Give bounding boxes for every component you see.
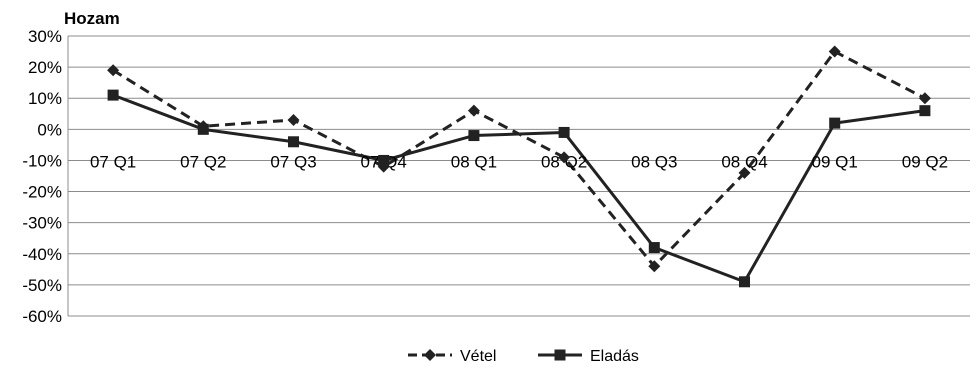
- legend: Vétel Eladás: [408, 348, 639, 365]
- y-tick-label: 10%: [28, 89, 62, 108]
- data-point: [648, 260, 661, 273]
- x-tick-labels: 07 Q1 07 Q2 07 Q3 07 Q4 08 Q1 08 Q2 08 Q3 08 Q4…: [90, 152, 948, 171]
- data-point: [468, 130, 480, 142]
- data-point: [467, 104, 480, 117]
- series-line: [112, 93, 926, 284]
- legend-marker: [424, 349, 436, 361]
- y-tick-label: 30%: [28, 27, 62, 46]
- series-line: [112, 50, 926, 268]
- y-tick-label: -20%: [22, 183, 62, 202]
- y-axis-title: Hozam: [64, 9, 120, 28]
- x-tick-label: 07 Q1: [90, 152, 136, 171]
- y-tick-label: -40%: [22, 245, 62, 264]
- data-point: [378, 154, 390, 166]
- y-tick-label: 20%: [28, 58, 62, 77]
- x-tick-label: 09 Q2: [902, 152, 948, 171]
- x-tick-label: 07 Q3: [270, 152, 316, 171]
- data-point: [107, 89, 119, 101]
- legend-label: Vétel: [460, 348, 496, 365]
- data-point: [648, 242, 660, 254]
- data-point: [558, 126, 570, 138]
- y-tick-label: -10%: [22, 151, 62, 170]
- y-tick-label: 0%: [37, 120, 62, 139]
- x-tick-label: 09 Q1: [812, 152, 858, 171]
- x-tick-label: 08 Q4: [721, 152, 767, 171]
- gridlines: [67, 35, 970, 317]
- series-lines: [112, 50, 926, 284]
- data-point: [919, 105, 931, 117]
- data-point: [107, 64, 120, 77]
- data-point: [828, 45, 841, 58]
- data-point: [918, 92, 931, 105]
- y-tick-label: -50%: [22, 276, 62, 295]
- series-markers: [107, 45, 931, 288]
- y-tick-labels: -60% -50% -40% -30% -20% -10% 0% 10% 20% 30%: [22, 27, 62, 326]
- x-tick-label: 07 Q2: [180, 152, 226, 171]
- y-tick-label: -30%: [22, 214, 62, 233]
- data-point: [738, 166, 751, 179]
- legend-marker: [554, 349, 566, 361]
- data-point: [197, 123, 209, 135]
- data-point: [287, 114, 300, 126]
- x-tick-label: 08 Q1: [451, 152, 497, 171]
- data-point: [288, 136, 299, 148]
- x-tick-label: 08 Q3: [631, 152, 677, 171]
- legend-label: Eladás: [590, 348, 639, 365]
- y-tick-label: -60%: [22, 307, 62, 326]
- data-point: [739, 276, 750, 288]
- data-point: [558, 151, 571, 164]
- data-point: [829, 117, 841, 129]
